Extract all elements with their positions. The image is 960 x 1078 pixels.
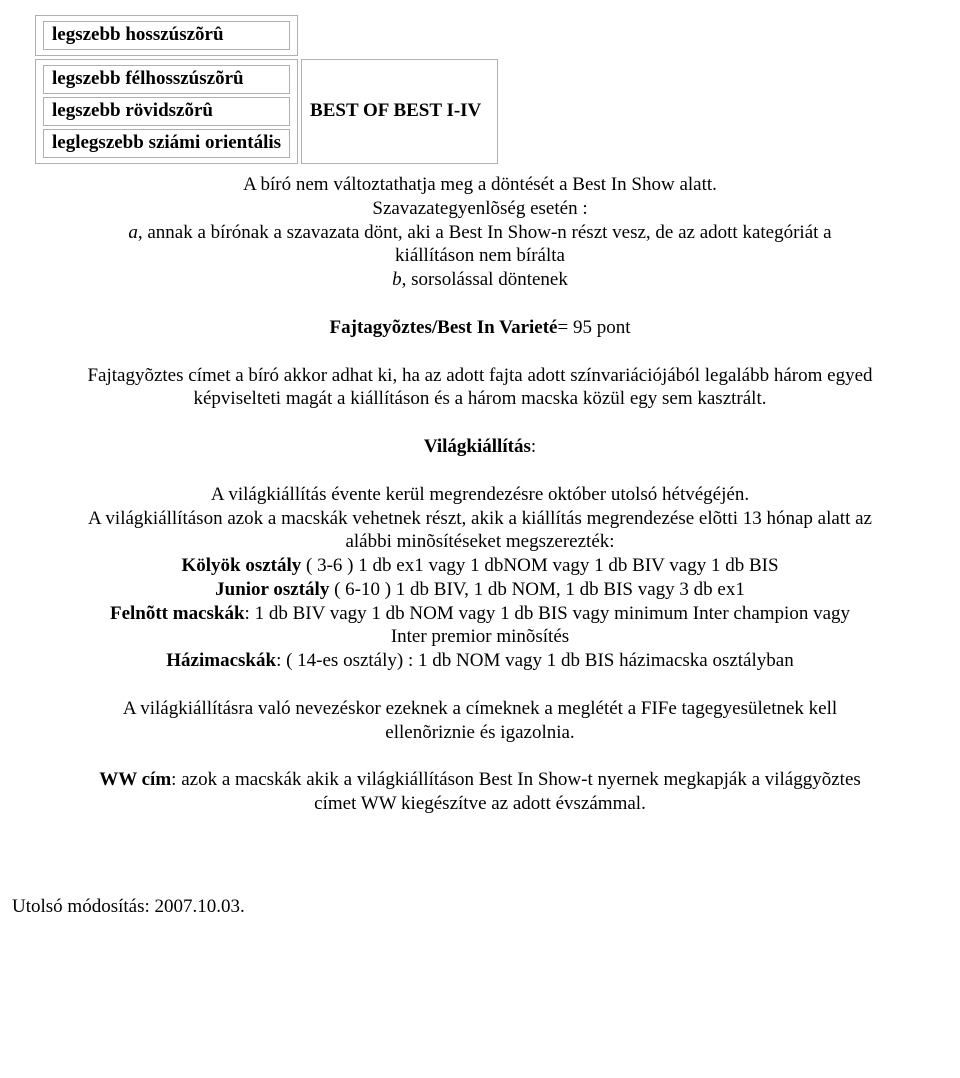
vilag-felnott-1: Felnõtt macskák: 1 db BIV vagy 1 db NOM … <box>12 602 948 626</box>
awards-list-inner: legszebb félhosszúszõrû legszebb rövidsz… <box>40 62 293 161</box>
vilag-line-1: A világkiállítás évente kerül megrendezé… <box>12 483 948 507</box>
vilag-reg-2: ellenõriznie és igazolnia. <box>12 721 948 745</box>
intro-line-2: Szavazategyenlõség esetén : <box>12 197 948 221</box>
vilag-heading: Világkiállítás <box>424 436 531 457</box>
awards-list-cell: legszebb félhosszúszõrû legszebb rövidsz… <box>35 59 298 164</box>
vilag-felnott-b: Felnõtt macskák <box>110 603 245 624</box>
vilag-reg-1: A világkiállításra való nevezéskor ezekn… <box>12 697 948 721</box>
vilag-felnott-2: Inter premior minõsítés <box>12 625 948 649</box>
intro-b-rest: , sorsolással döntenek <box>402 269 568 290</box>
intro-line-1: A bíró nem változtathatja meg a döntését… <box>12 173 948 197</box>
awards-row-2: legszebb rövidszõrû <box>43 97 290 126</box>
intro-a-rest: , annak a bírónak a szavazata dönt, aki … <box>138 222 832 243</box>
awards-row-0: legszebb hosszúszõrû <box>43 21 290 50</box>
awards-row-1: legszebb félhosszúszõrû <box>43 65 290 94</box>
intro-a-prefix: a <box>128 222 138 243</box>
vilag-kolyok-b: Kölyök osztály <box>181 555 301 576</box>
intro-line-5: b, sorsolással döntenek <box>12 268 948 292</box>
ww-line-1: WW cím: azok a macskák akik a világkiáll… <box>12 768 948 792</box>
last-modified: Utolsó módosítás: 2007.10.03. <box>12 896 948 918</box>
fajta-heading-rest: = 95 pont <box>557 317 630 338</box>
ww-line-2: címet WW kiegészítve az adott évszámmal. <box>12 792 948 816</box>
awards-header-cell: legszebb hosszúszõrû <box>35 15 298 56</box>
awards-row-3: leglegszebb sziámi orientális <box>43 129 290 158</box>
fajta-heading-bold: Fajtagyõztes/Best In Varieté <box>330 317 558 338</box>
vilag-line-3: alábbi minõsítéseket megszerezték: <box>12 530 948 554</box>
vilag-felnott-rest: : 1 db BIV vagy 1 db NOM vagy 1 db BIS v… <box>245 603 850 624</box>
intro-block: A bíró nem változtathatja meg a döntését… <box>12 173 948 292</box>
vilag-reg-block: A világkiállításra való nevezéskor ezekn… <box>12 697 948 745</box>
ww-block: WW cím: azok a macskák akik a világkiáll… <box>12 768 948 816</box>
best-of-best-cell: BEST OF BEST I-IV <box>301 59 498 164</box>
vilag-junior-rest: ( 6-10 ) 1 db BIV, 1 db NOM, 1 db BIS va… <box>329 579 745 600</box>
ww-rest-1: : azok a macskák akik a világkiállításon… <box>171 769 861 790</box>
vilag-kolyok-rest: ( 3-6 ) 1 db ex1 vagy 1 dbNOM vagy 1 db … <box>301 555 778 576</box>
awards-table: legszebb hosszúszõrû legszebb félhosszús… <box>32 12 501 167</box>
vilag-hazi: Házimacskák: ( 14-es osztály) : 1 db NOM… <box>12 649 948 673</box>
ww-b: WW cím <box>99 769 171 790</box>
intro-line-4: kiállításon nem bírálta <box>12 244 948 268</box>
vilag-line-2: A világkiállításon azok a macskák vehetn… <box>12 507 948 531</box>
vilag-body: A világkiállítás évente kerül megrendezé… <box>12 483 948 673</box>
vilag-hazi-rest: : ( 14-es osztály) : 1 db NOM vagy 1 db … <box>276 650 794 671</box>
vilag-junior: Junior osztály ( 6-10 ) 1 db BIV, 1 db N… <box>12 578 948 602</box>
fajta-paragraph: Fajtagyõztes címet a bíró akkor adhat ki… <box>12 364 948 412</box>
vilag-kolyok: Kölyök osztály ( 3-6 ) 1 db ex1 vagy 1 d… <box>12 554 948 578</box>
intro-b-prefix: b <box>392 269 402 290</box>
fajta-heading: Fajtagyõztes/Best In Varieté= 95 pont <box>12 316 948 340</box>
vilag-heading-block: Világkiállítás: <box>12 435 948 459</box>
vilag-junior-b: Junior osztály <box>215 579 329 600</box>
fajta-para-2: képviselteti magát a kiállításon és a há… <box>12 387 948 411</box>
intro-line-3: a, annak a bírónak a szavazata dönt, aki… <box>12 221 948 245</box>
fajta-para-1: Fajtagyõztes címet a bíró akkor adhat ki… <box>12 364 948 388</box>
awards-header-inner: legszebb hosszúszõrû <box>40 18 293 53</box>
awards-header-spacer <box>301 15 498 56</box>
vilag-hazi-b: Házimacskák <box>166 650 276 671</box>
vilag-heading-colon: : <box>531 436 536 457</box>
